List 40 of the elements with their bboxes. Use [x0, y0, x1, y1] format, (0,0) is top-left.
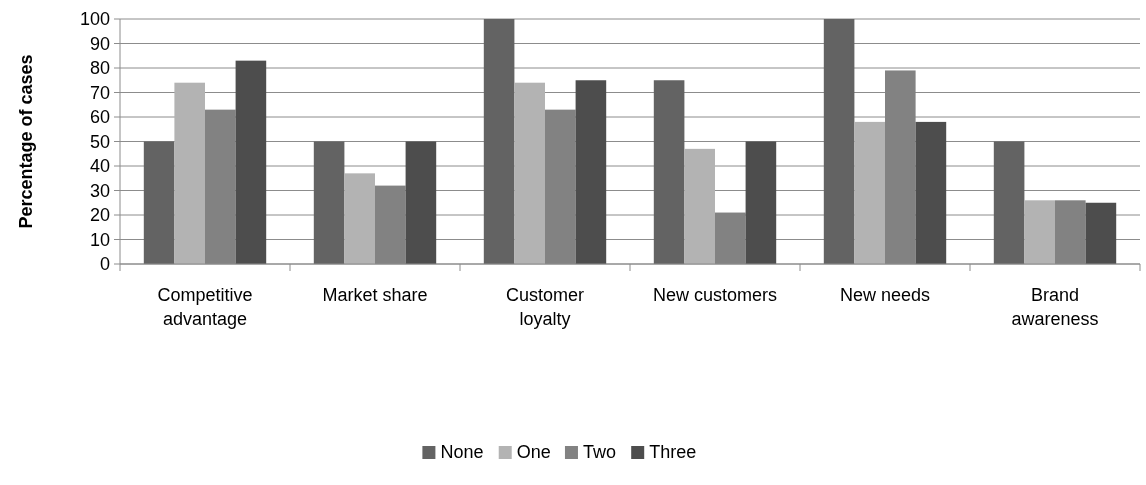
- y-tick-label: 30: [89, 180, 110, 201]
- y-tick-label: 0: [99, 254, 110, 275]
- bar: [823, 19, 855, 264]
- bar: [684, 148, 715, 264]
- y-tick-label: 100: [79, 9, 110, 30]
- x-tick-label: Competitive advantage: [157, 285, 253, 329]
- x-tick-label: Customer loyalty: [505, 285, 585, 329]
- bar: [514, 82, 545, 264]
- bar: [344, 173, 375, 264]
- y-tick-label: 60: [89, 107, 110, 128]
- x-tick-label: New needs: [839, 285, 931, 305]
- bar: [653, 80, 685, 264]
- legend-label: Two: [582, 442, 616, 462]
- legend-label: None: [440, 442, 484, 462]
- legend-label: One: [516, 442, 551, 462]
- bar: [575, 80, 607, 264]
- y-tick-label: 80: [89, 58, 110, 79]
- y-axis-title: Percentage of cases: [16, 54, 36, 229]
- bar: [1085, 202, 1117, 264]
- y-tick-label: 50: [89, 131, 110, 152]
- bar: [483, 19, 515, 264]
- bar: [143, 141, 175, 264]
- bar: [915, 121, 947, 264]
- bar: [854, 121, 885, 264]
- x-tick-label: New customers: [652, 285, 778, 305]
- bar: [405, 141, 437, 264]
- bar: [993, 141, 1025, 264]
- legend-label: Three: [649, 442, 697, 462]
- y-tick-label: 40: [89, 156, 110, 177]
- bar: [174, 82, 205, 264]
- bar: [745, 141, 777, 264]
- bar: [313, 141, 345, 264]
- bar: [235, 60, 267, 264]
- x-tick-label: Brand awareness: [1011, 285, 1099, 329]
- y-tick-label: 70: [89, 82, 110, 103]
- y-tick-label: 20: [89, 205, 110, 226]
- y-tick-label: 90: [89, 33, 110, 54]
- y-tick-label: 10: [89, 229, 110, 250]
- bar: [1024, 200, 1055, 264]
- x-tick-label: Market share: [322, 285, 428, 305]
